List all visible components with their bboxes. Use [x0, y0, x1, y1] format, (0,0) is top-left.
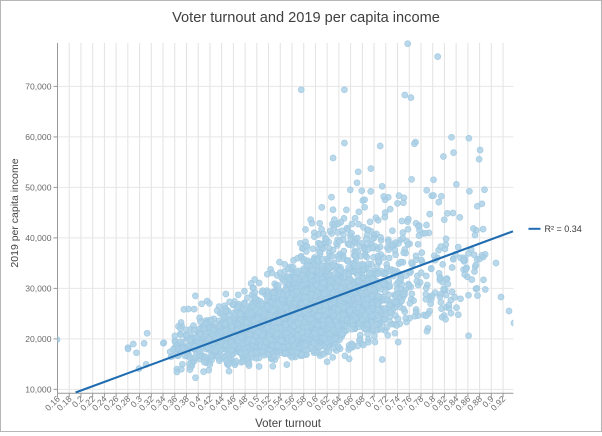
svg-text:2019 per capita income: 2019 per capita income: [9, 158, 21, 267]
svg-text:10,000: 10,000: [25, 384, 52, 394]
svg-text:Voter turnout: Voter turnout: [255, 418, 322, 430]
svg-text:70,000: 70,000: [25, 81, 52, 91]
svg-text:R² = 0.34: R² = 0.34: [545, 224, 582, 234]
svg-text:Voter turnout and 2019 per cap: Voter turnout and 2019 per capita income: [172, 10, 440, 26]
svg-text:20,000: 20,000: [25, 334, 52, 344]
svg-text:50,000: 50,000: [25, 182, 52, 192]
svg-text:30,000: 30,000: [25, 283, 52, 293]
svg-text:40,000: 40,000: [25, 233, 52, 243]
svg-text:60,000: 60,000: [25, 132, 52, 142]
